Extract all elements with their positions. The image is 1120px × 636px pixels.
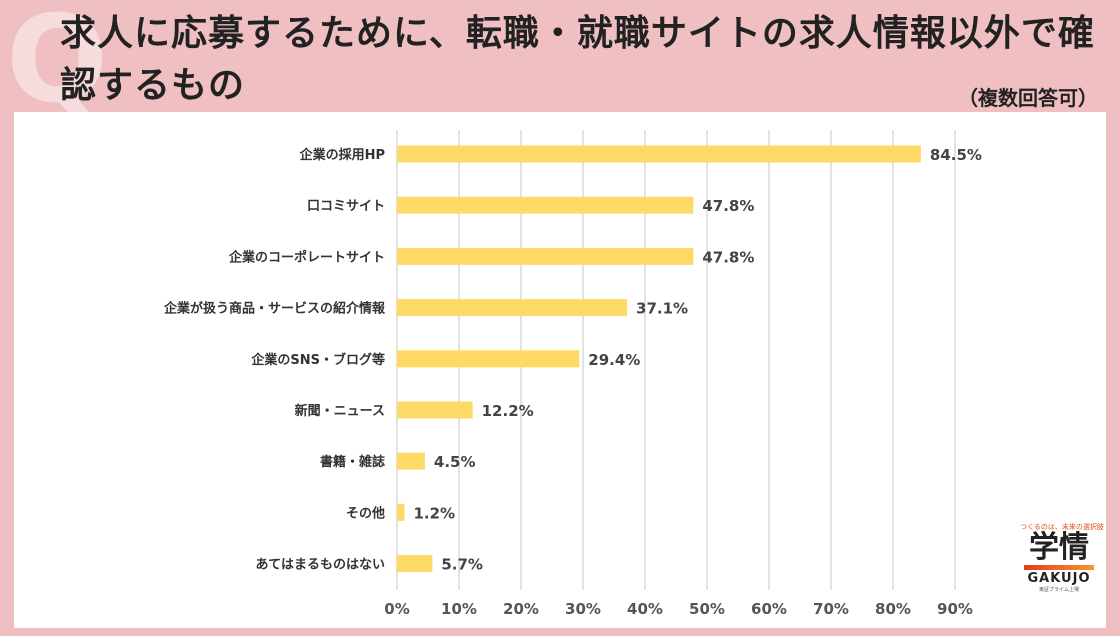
value-label: 37.1% — [636, 300, 688, 318]
bar — [397, 196, 694, 214]
category-label: 口コミサイト — [307, 199, 385, 214]
bar — [397, 299, 628, 317]
category-label: 新聞・ニュース — [295, 403, 385, 419]
value-label: 12.2% — [482, 402, 534, 420]
value-label: 47.8% — [702, 248, 754, 266]
x-tick-label: 50% — [689, 600, 725, 618]
x-tick-label: 60% — [751, 600, 787, 618]
value-label: 47.8% — [702, 197, 754, 215]
page-subtitle: （複数回答可） — [958, 86, 1098, 110]
value-label: 4.5% — [434, 453, 476, 471]
logo-main-text: 学情 — [1029, 530, 1089, 565]
x-tick-label: 90% — [937, 600, 973, 618]
x-tick-label: 30% — [565, 600, 601, 618]
logo-bar — [1024, 565, 1094, 570]
value-label: 1.2% — [413, 504, 455, 522]
decorative-q-mark: Q — [6, 0, 109, 130]
value-label: 84.5% — [930, 146, 982, 164]
category-label: 企業の採用HP — [299, 147, 385, 163]
bar — [397, 350, 580, 368]
chart-panel: 0% 10% 20% 30% 40% 50% 60% 70% 80% 90% 企業の採用HP 84.5… — [14, 112, 1106, 628]
page-title: 求人に応募するために、転職・就職サイトの求人情報以外で確認するもの — [60, 13, 1095, 106]
logo-english: GAKUJO — [1027, 571, 1091, 586]
x-tick-label: 20% — [503, 600, 539, 618]
category-label: 企業が扱う商品・サービスの紹介情報 — [163, 301, 386, 317]
category-label: 企業のコーポレートサイト — [228, 249, 385, 265]
x-tick-label: 80% — [875, 600, 911, 618]
value-label: 5.7% — [441, 556, 483, 574]
bar — [397, 555, 433, 573]
x-tick-label: 40% — [627, 600, 663, 618]
x-tick-label: 10% — [441, 600, 477, 618]
bar — [397, 247, 694, 265]
category-label: 書籍・雑誌 — [320, 454, 385, 470]
category-label: あてはまるものはない — [256, 558, 385, 573]
gakujo-logo: つくるのは、未来の選択肢 学情 GAKUJO 東証プライム上場 — [1020, 522, 1104, 593]
logo-tagline: つくるのは、未来の選択肢 — [1020, 523, 1104, 531]
category-label: その他 — [346, 505, 385, 521]
bar — [397, 401, 473, 419]
bar — [397, 452, 425, 470]
value-label: 29.4% — [588, 351, 640, 369]
category-label: 企業のSNS・ブログ等 — [250, 352, 385, 368]
bar — [397, 503, 405, 521]
bar-chart: 0% 10% 20% 30% 40% 50% 60% 70% 80% 90% 企業の採用HP 84.5… — [163, 130, 982, 618]
logo-sub: 東証プライム上場 — [1039, 587, 1079, 593]
x-tick-label: 70% — [813, 600, 849, 618]
x-tick-label: 0% — [384, 600, 409, 618]
bar — [397, 145, 921, 163]
